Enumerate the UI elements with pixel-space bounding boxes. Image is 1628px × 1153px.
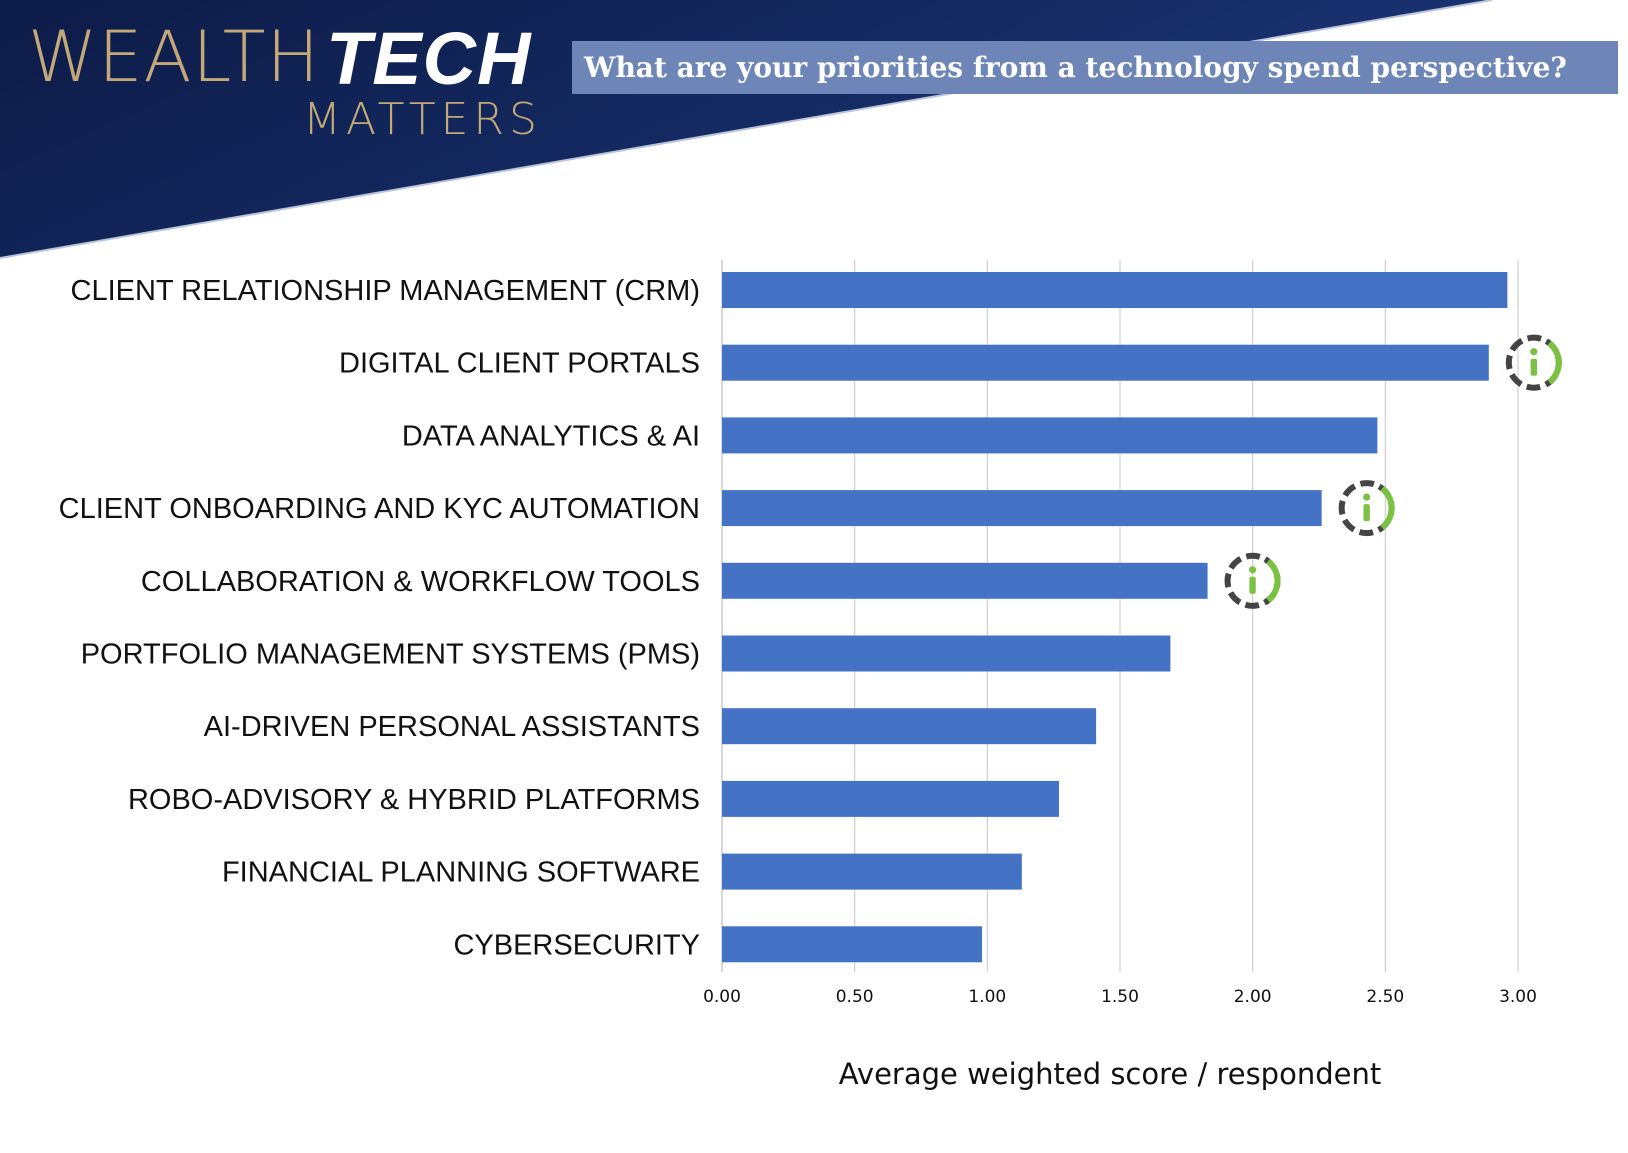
x-tick-label: 1.50 (1101, 987, 1139, 1007)
category-label: DIGITAL CLIENT PORTALS (339, 348, 700, 380)
category-label: ROBO-ADVISORY & HYBRID PLATFORMS (128, 784, 700, 816)
logo-wealth-text: WEALTH (28, 16, 321, 98)
category-label: CLIENT RELATIONSHIP MANAGEMENT (CRM) (71, 275, 701, 307)
x-tick-label: 0.00 (703, 987, 741, 1007)
bar (722, 853, 1022, 890)
category-label: CYBERSECURITY (453, 929, 700, 961)
x-axis-title: Average weighted score / respondent (838, 1057, 1382, 1091)
info-icon (1338, 480, 1395, 537)
category-label: DATA ANALYTICS & AI (402, 420, 700, 452)
bar (722, 490, 1322, 527)
category-label: AI-DRIVEN PERSONAL ASSISTANTS (204, 711, 700, 743)
x-tick-label: 1.00 (968, 987, 1006, 1007)
x-tick-label: 2.00 (1234, 987, 1272, 1007)
bar-chart: CLIENT RELATIONSHIP MANAGEMENT (CRM) DIGI… (59, 260, 1562, 1007)
category-label: FINANCIAL PLANNING SOFTWARE (222, 857, 700, 889)
bar (722, 417, 1378, 454)
logo-tech-text: TECH (326, 17, 532, 100)
category-labels: CLIENT RELATIONSHIP MANAGEMENT (CRM) DIGI… (59, 275, 700, 961)
x-tick-label: 2.50 (1366, 987, 1404, 1007)
category-label: CLIENT ONBOARDING AND KYC AUTOMATION (59, 493, 700, 525)
category-label: COLLABORATION & WORKFLOW TOOLS (141, 566, 700, 598)
logo-matters-text: MATTERS (303, 94, 542, 145)
category-label: PORTFOLIO MANAGEMENT SYSTEMS (PMS) (81, 639, 700, 671)
tick-labels: 0.00 0.50 1.00 1.50 2.00 2.50 3.00 (703, 987, 1537, 1007)
bar (722, 708, 1097, 745)
x-tick-label: 3.00 (1499, 987, 1537, 1007)
x-tick-label: 0.50 (836, 987, 874, 1007)
info-icon (1505, 334, 1562, 391)
bar (722, 344, 1489, 381)
bar (722, 926, 983, 963)
bar (722, 635, 1171, 672)
bar (722, 562, 1208, 599)
bar (722, 780, 1059, 817)
info-icons (1224, 334, 1562, 609)
bars (722, 272, 1508, 963)
question-title: What are your priorities from a technolo… (572, 41, 1618, 94)
info-icon (1224, 552, 1281, 609)
bar (722, 272, 1508, 308)
